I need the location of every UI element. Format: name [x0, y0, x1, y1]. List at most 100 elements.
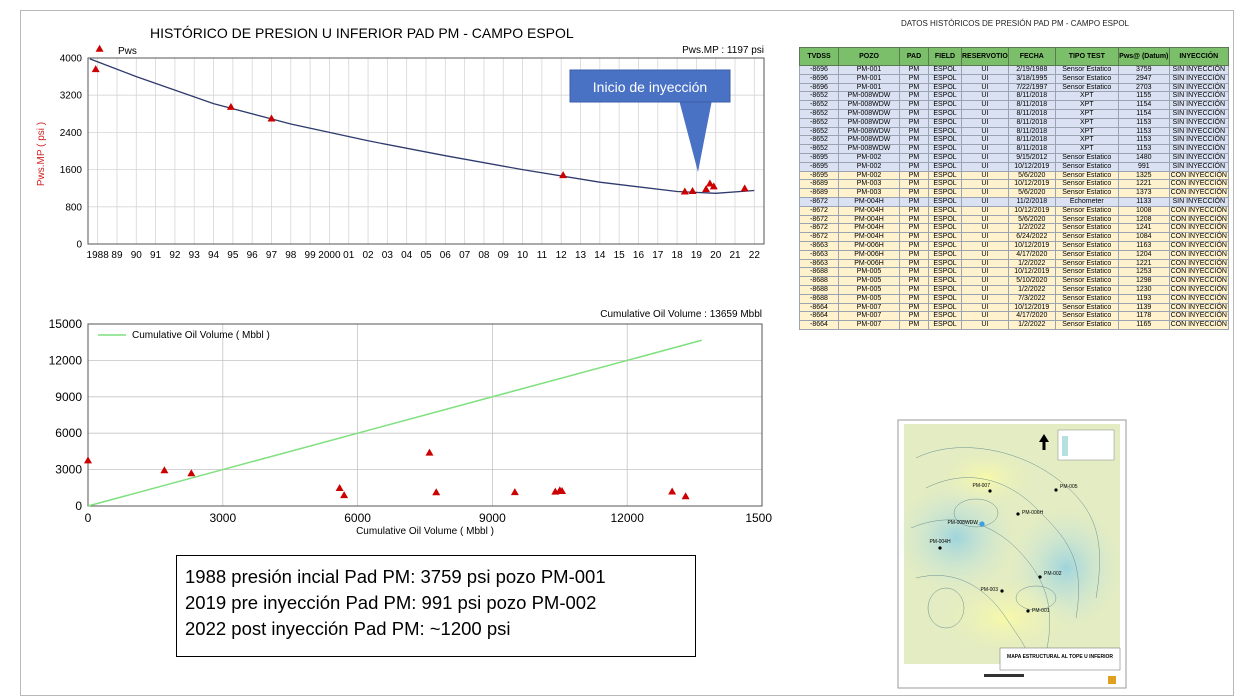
pressure-point — [740, 184, 749, 192]
table-cell: 1230 — [1117, 284, 1170, 295]
table-cell: ESPOL — [928, 100, 962, 110]
pressure-point — [709, 182, 718, 190]
pressure-point — [559, 171, 568, 179]
table-cell: -8689 — [799, 179, 839, 190]
table-cell: PM-002 — [838, 161, 900, 172]
table-cell: UI — [961, 240, 1009, 251]
pressure-x-tick-label: 13 — [575, 250, 587, 261]
table-row: -8696 PM-001 PM ESPOL UI 7/22/1997 Sensor Esta… — [799, 82, 1229, 93]
table-cell: 9/15/2012 — [1007, 152, 1056, 163]
table-cell: CON INYECCIÓN — [1168, 240, 1229, 251]
table-cell: PM-008WDW — [838, 91, 900, 102]
table-cell: PM-003 — [838, 188, 900, 198]
table-cell: UI — [961, 108, 1009, 119]
table-cell: ESPOL — [928, 302, 962, 313]
table-cell: UI — [961, 223, 1009, 234]
table-cell: 10/12/2019 — [1007, 161, 1056, 172]
pressure-x-tick-label: 16 — [633, 250, 645, 261]
pressure-x-tick-label: 04 — [401, 250, 413, 261]
cumulative-point — [160, 466, 169, 474]
table-cell: -8652 — [799, 135, 839, 146]
summary-line-2: 2019 pre inyección Pad PM: 991 psi pozo … — [185, 592, 597, 613]
table-cell: PM-007 — [838, 320, 900, 330]
cumulative-point — [558, 486, 567, 494]
table-cell: PM — [899, 249, 929, 260]
table-cell: PM — [899, 152, 929, 163]
cumulative-y-tick-label: 12000 — [49, 353, 83, 367]
pressure-x-tick-label: 01 — [343, 250, 355, 261]
map-low-zone — [896, 483, 1016, 593]
pressure-x-tick-label: 94 — [208, 250, 220, 261]
table-cell: 2947 — [1117, 73, 1170, 84]
map-high-zone-2 — [936, 448, 1036, 508]
injection-callout: Inicio de inyección — [569, 69, 731, 172]
table-cell: 1154 — [1117, 100, 1170, 110]
pressure-x-tick-label: 03 — [382, 250, 394, 261]
table-row: -8652 PM-008WDW PM ESPOL UI 8/11/2018 XPT 1153 S… — [799, 126, 1229, 137]
table-cell: 991 — [1117, 161, 1170, 172]
pressure-point — [702, 185, 711, 193]
cumulative-y-ticks: 0 3000 6000 9000 12000 15000 — [49, 317, 83, 513]
table-row: -8696 PM-001 PM ESPOL UI 2/19/1988 Sensor Esta… — [799, 65, 1229, 75]
cumulative-y-tick-label: 9000 — [55, 390, 82, 404]
table-cell: Sensor Estatico — [1054, 179, 1119, 190]
table-cell: CON INYECCIÓN — [1168, 276, 1229, 286]
cumulative-point — [340, 491, 349, 499]
well-label: PM-004H — [929, 539, 951, 545]
table-cell: ESPOL — [928, 214, 962, 225]
table-header-cell: FECHA — [1007, 47, 1056, 66]
pressure-x-tick-label: 99 — [305, 250, 317, 261]
table-header-cell: Pws@ (Datum) — [1117, 47, 1170, 66]
table-cell: PM — [899, 258, 929, 269]
table-cell: PM — [899, 284, 929, 295]
map-wells: PM-007 PM-005 PM-008WDW PM-006H PM-004H PM-00… — [929, 483, 1077, 614]
table-cell: PM-004H — [838, 205, 900, 216]
table-cell: ESPOL — [928, 196, 962, 207]
well-marker — [979, 521, 985, 527]
table-header-cell: TVDSS — [799, 47, 839, 66]
table-cell: SIN INYECCIÓN — [1168, 144, 1229, 154]
pressure-x-tick-label: 92 — [169, 250, 181, 261]
table-cell: ESPOL — [928, 179, 962, 190]
table-row: -8672 PM-004H PM ESPOL UI 5/6/2020 Sensor Esta… — [799, 214, 1229, 225]
table-cell: PM — [899, 91, 929, 102]
pressure-x-tick-label: 96 — [247, 250, 259, 261]
table-cell: PM-006H — [838, 258, 900, 269]
table-row: -8663 PM-006H PM ESPOL UI 4/17/2020 Sensor Est… — [799, 249, 1229, 260]
table-cell: PM-005 — [838, 284, 900, 295]
table-cell: UI — [961, 196, 1009, 207]
table-cell: PM-004H — [838, 223, 900, 234]
table-cell: Sensor Estatico — [1054, 240, 1119, 251]
table-cell: UI — [961, 302, 1009, 313]
table-row: -8663 PM-006H PM ESPOL UI 10/12/2019 Sensor Es… — [799, 240, 1229, 251]
table-cell: PM — [899, 100, 929, 110]
table-cell: UI — [961, 276, 1009, 286]
table-cell: SIN INYECCIÓN — [1168, 152, 1229, 163]
well-label: PM-001 — [1032, 608, 1050, 614]
table-cell: PM — [899, 214, 929, 225]
table-cell: 1133 — [1117, 196, 1170, 207]
table-cell: XPT — [1054, 91, 1119, 102]
table-cell: Sensor Estatico — [1054, 258, 1119, 269]
table-row: -8695 PM-002 PM ESPOL UI 10/12/2019 Sensor Est… — [799, 161, 1229, 172]
table-cell: ESPOL — [928, 65, 962, 75]
table-cell: CON INYECCIÓN — [1168, 179, 1229, 190]
table-cell: UI — [961, 284, 1009, 295]
pressure-x-tick-label: 20 — [710, 250, 722, 261]
table-cell: -8695 — [799, 161, 839, 172]
table-cell: CON INYECCIÓN — [1168, 188, 1229, 198]
table-row: -8672 PM-004H PM ESPOL UI 1/2/2022 Sensor Esta… — [799, 223, 1229, 234]
north-arrow-icon — [1039, 434, 1049, 442]
table-cell: SIN INYECCIÓN — [1168, 196, 1229, 207]
pressure-x-tick-label: 98 — [285, 250, 297, 261]
pressure-legend: Pws — [118, 46, 137, 57]
table-cell: UI — [961, 205, 1009, 216]
table-cell: 5/6/2020 — [1007, 188, 1056, 198]
cumulative-point — [425, 448, 434, 456]
table-cell: Sensor Estatico — [1054, 214, 1119, 225]
table-cell: UI — [961, 82, 1009, 93]
pressure-x-tick-label: 15 — [614, 250, 626, 261]
table-cell: -8672 — [799, 205, 839, 216]
table-cell: -8672 — [799, 223, 839, 234]
table-cell: 1241 — [1117, 223, 1170, 234]
